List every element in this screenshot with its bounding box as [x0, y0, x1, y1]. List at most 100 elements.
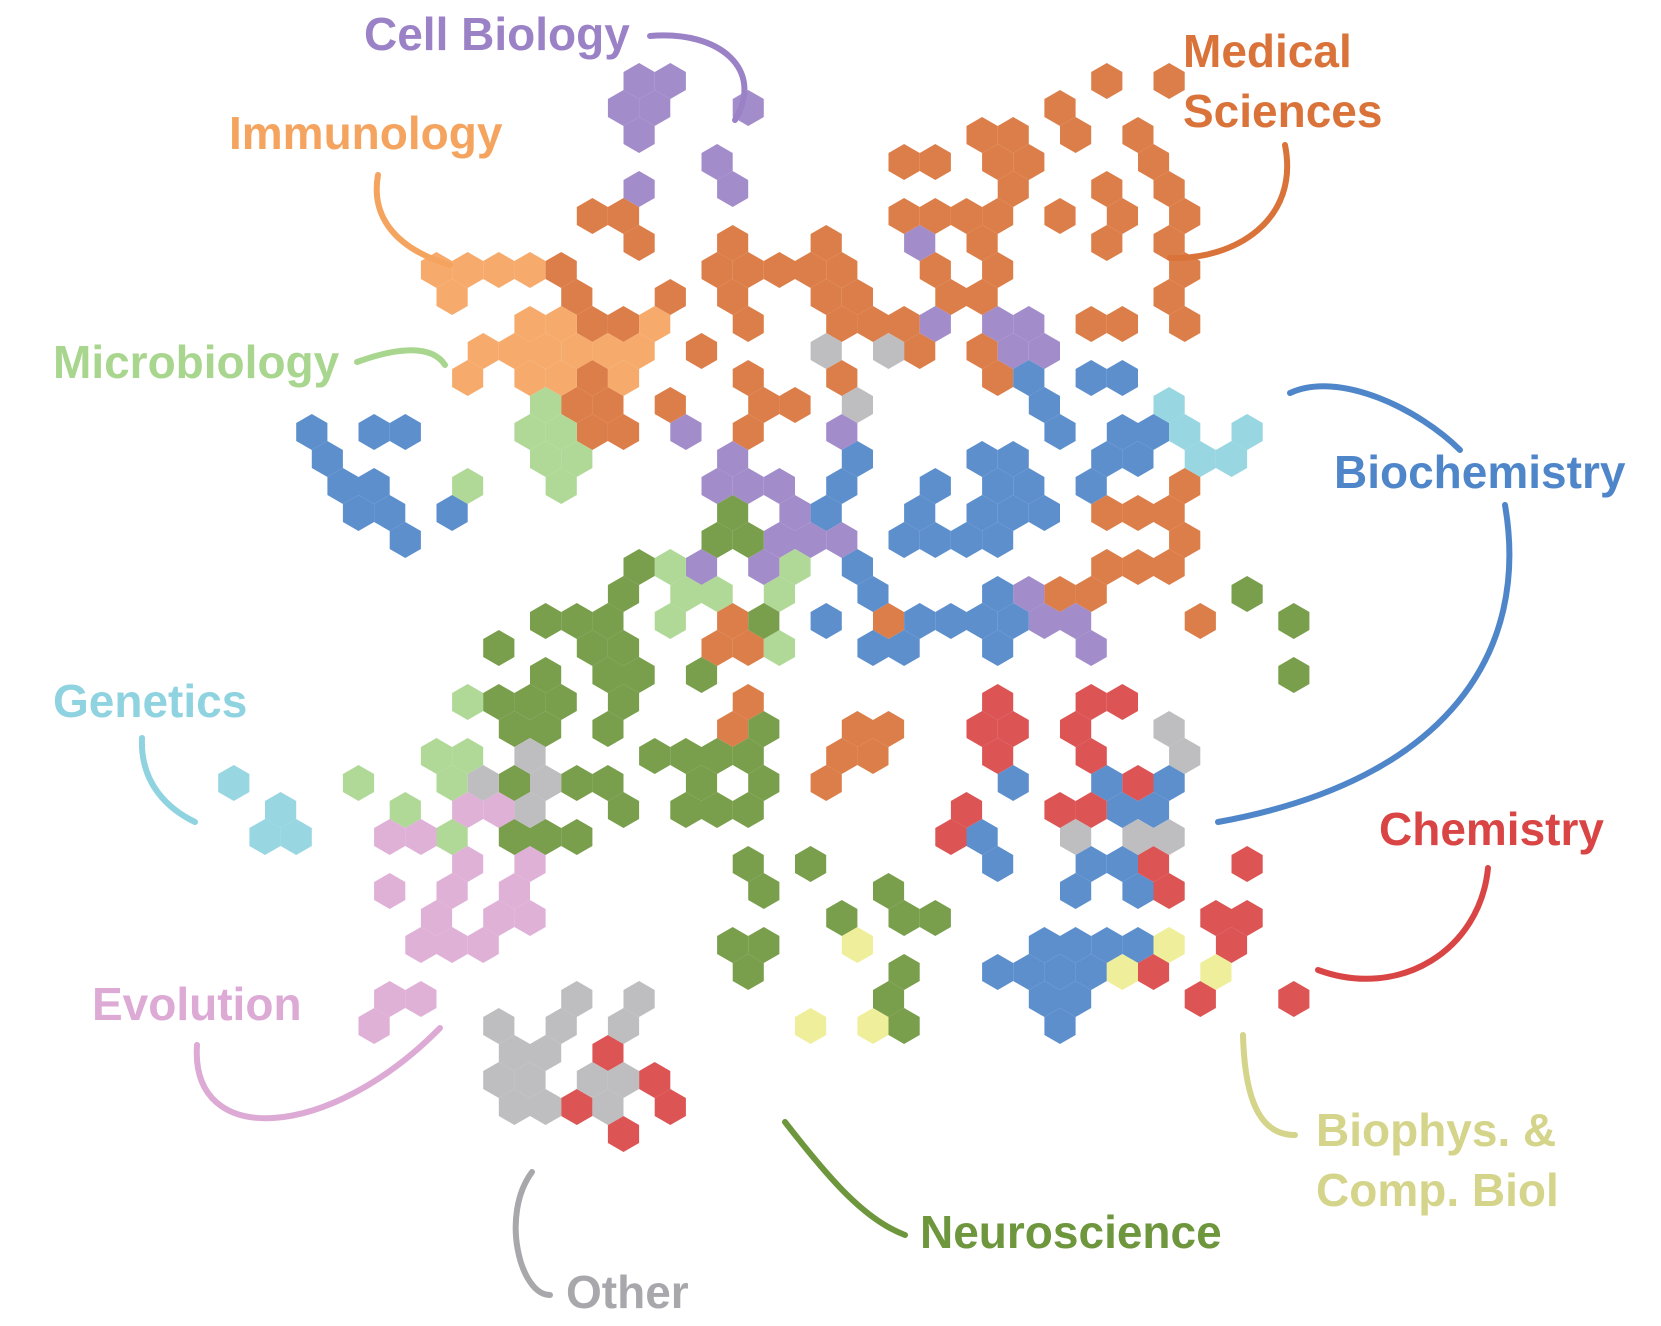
hexagon-medical-sciences — [748, 387, 780, 423]
hexagon-medical-sciences — [779, 387, 811, 423]
hexagon-genetics — [218, 765, 250, 801]
hexagon-medical-sciences — [841, 711, 873, 747]
hexagon-chemistry — [1106, 684, 1138, 720]
hexagon-biochemistry — [982, 630, 1014, 666]
hexagon-cell-biology — [779, 495, 811, 531]
hexagon-evolution — [374, 873, 406, 909]
hexagon-medical-sciences — [1153, 279, 1185, 315]
hexagon-evolution — [405, 927, 437, 963]
hexagon-medical-sciences — [654, 387, 686, 423]
hexagon-cell-biology — [1060, 603, 1092, 639]
hexagon-neuroscience — [607, 630, 640, 666]
hexagon-medical-sciences — [1169, 306, 1201, 342]
hexagon-evolution — [405, 819, 437, 855]
hexagon-other — [607, 1062, 640, 1098]
hexagon-immunology — [514, 252, 546, 288]
hexagon-other — [498, 1035, 530, 1071]
hexagon-cell-biology — [623, 171, 655, 207]
hexagon-biochemistry — [1028, 387, 1060, 423]
hexagon-other — [545, 1008, 577, 1044]
hexagon-chemistry — [1122, 765, 1154, 801]
leader-line-evolution — [193, 1025, 443, 1122]
hexagon-medical-sciences — [1044, 198, 1076, 234]
hexagon-evolution — [420, 900, 453, 936]
hexagon-biochemistry — [982, 522, 1014, 558]
hexagon-medical-sciences — [826, 738, 858, 774]
hexagon-microbiology — [389, 792, 421, 828]
hexagon-immunology — [452, 252, 484, 288]
hexagon-cell-biology — [826, 522, 858, 558]
hexagon-biochemistry — [374, 495, 406, 531]
hexagon-medical-sciences — [873, 711, 905, 747]
hexagon-neuroscience — [623, 657, 655, 693]
hexagon-neuroscience — [732, 846, 764, 882]
hexagon-immunology — [561, 333, 593, 369]
hexagon-genetics — [1231, 414, 1263, 450]
hexagon-immunology — [452, 360, 484, 396]
hexagon-chemistry — [561, 1089, 593, 1125]
hexagon-chemistry — [1278, 981, 1310, 1017]
hexagon-biochemistry — [1028, 981, 1060, 1017]
hexagon-medical-sciences — [857, 738, 889, 774]
hexagon-medical-sciences — [701, 630, 733, 666]
hexagon-medical-sciences — [810, 279, 842, 315]
hexagon-biochemistry — [1013, 954, 1045, 990]
hexagon-other — [514, 1062, 546, 1098]
hexagon-immunology — [592, 333, 624, 369]
hexagon-medical-sciences — [732, 360, 764, 396]
hexagon-biochemistry — [982, 846, 1014, 882]
hexagon-neuroscience — [592, 765, 624, 801]
hexagon-neuroscience — [545, 684, 577, 720]
hexagon-biochemistry — [1060, 981, 1092, 1017]
hexagon-medical-sciences — [1153, 225, 1185, 261]
hexagon-neuroscience — [530, 603, 562, 639]
hexagon-biophysics — [795, 1008, 827, 1044]
hexagon-cell-biology — [701, 468, 733, 504]
hexagon-biochemistry — [982, 576, 1014, 612]
hexagon-biophysics — [841, 927, 873, 963]
hexagon-biochemistry — [1044, 414, 1076, 450]
hexagon-biochemistry — [1075, 468, 1107, 504]
hexagon-biochemistry — [1106, 792, 1138, 828]
hexagon-neuroscience — [561, 819, 593, 855]
hexagon-medical-sciences — [732, 684, 764, 720]
hexagon-medical-sciences — [561, 387, 593, 423]
hexagon-neuroscience — [748, 765, 780, 801]
label-chemistry: Chemistry — [1379, 803, 1604, 855]
hexagon-medical-sciences — [1169, 468, 1201, 504]
hexagon-neuroscience — [888, 900, 920, 936]
hexagon-microbiology — [530, 387, 562, 423]
hexagon-medical-sciences — [717, 603, 749, 639]
hexagon-evolution — [436, 873, 468, 909]
hexagon-biochemistry — [1013, 468, 1045, 504]
hexagon-microbiology — [654, 603, 686, 639]
hexagon-medical-sciences — [888, 306, 920, 342]
hexagon-medical-sciences — [545, 252, 577, 288]
hexagon-biochemistry — [311, 441, 343, 477]
hexagon-medical-sciences — [1153, 63, 1185, 99]
hexagon-medical-sciences — [763, 252, 795, 288]
hexagon-biochemistry — [997, 765, 1029, 801]
hexagon-microbiology — [779, 549, 811, 585]
hexagon-chemistry — [1231, 900, 1263, 936]
hexagon-neuroscience — [1278, 603, 1310, 639]
hexagon-biochemistry — [389, 522, 421, 558]
label-evolution: Evolution — [92, 978, 302, 1030]
hexagon-medical-sciences — [685, 333, 718, 369]
hexagon-medical-sciences — [1153, 495, 1185, 531]
leader-line-biochemistry — [1215, 383, 1513, 825]
hexagon-biochemistry — [1013, 360, 1045, 396]
hexagon-medical-sciences — [717, 711, 749, 747]
hexagon-chemistry — [1060, 711, 1092, 747]
hexagon-medical-sciences — [873, 603, 905, 639]
hexagon-evolution — [483, 900, 515, 936]
hexagon-biochemistry — [1122, 873, 1154, 909]
label-genetics: Genetics — [53, 675, 247, 727]
hexagon-neuroscience — [592, 657, 624, 693]
hexagon-medical-sciences — [732, 252, 764, 288]
hexagon-biochemistry — [966, 819, 998, 855]
hexagon-other — [530, 765, 562, 801]
hexagon-neuroscience — [717, 927, 749, 963]
hexagon-immunology — [483, 252, 515, 288]
